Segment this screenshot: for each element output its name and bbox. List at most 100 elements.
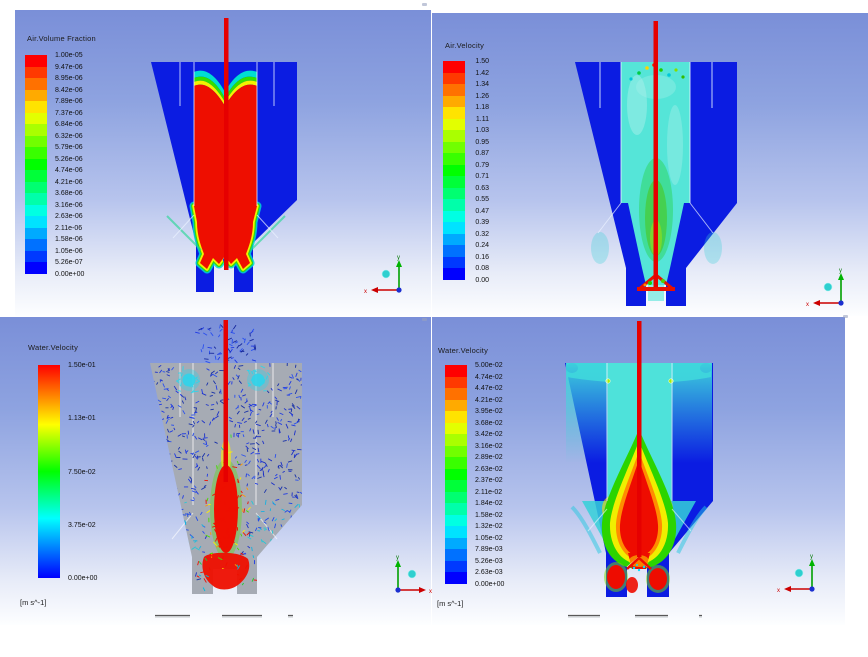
legend-swatch bbox=[443, 130, 465, 142]
legend-tick-label: 1.58e-02 bbox=[475, 511, 503, 519]
axis-y-label: y bbox=[396, 555, 399, 561]
legend-tick-label: 3.68e-06 bbox=[55, 190, 83, 197]
legend-tick-label: 5.00e-02 bbox=[475, 362, 503, 369]
legend-swatch bbox=[443, 141, 465, 153]
legend-swatch bbox=[25, 262, 47, 274]
viewport-water-velocity-vectors[interactable]: Water.Velocity 1.50e-01 1.13e-01 7.50e-02 3… bbox=[0, 317, 432, 625]
legend-swatch bbox=[443, 233, 465, 245]
axis-y-label: y bbox=[839, 268, 842, 274]
legend-swatch bbox=[25, 227, 47, 239]
legend-swatch bbox=[443, 222, 465, 234]
axis-x-label: x bbox=[364, 289, 367, 295]
axis-z-ball bbox=[407, 569, 417, 579]
legend-tick-label: 2.11e-02 bbox=[475, 488, 503, 496]
axis-z-ball bbox=[794, 568, 804, 578]
legend-tick-label: 3.95e-02 bbox=[475, 408, 503, 415]
legend-tick-label: 2.63e-03 bbox=[475, 569, 503, 576]
legend-swatch bbox=[25, 89, 47, 101]
legend-swatch bbox=[443, 153, 465, 165]
legend-swatch bbox=[25, 112, 47, 124]
legend-swatch bbox=[25, 181, 47, 193]
legend-tick-label: 8.95e-06 bbox=[55, 75, 83, 82]
legend-swatch bbox=[25, 170, 47, 182]
legend-swatch bbox=[445, 468, 467, 480]
viewport-corner-marker bbox=[422, 318, 427, 321]
legend-tick-label: 0.00e+00 bbox=[475, 580, 505, 588]
vessel-contour-air-velocity bbox=[575, 21, 737, 306]
legend-tick-label: 3.16e-06 bbox=[55, 201, 83, 209]
legend-swatch bbox=[25, 250, 47, 262]
legend-tick-label: 0.87 bbox=[475, 150, 489, 157]
colorbar-legend: 1.50 1.42 1.34 1.26 1.18 1.11 1.03 0.95 0.87 0.79… bbox=[443, 58, 489, 284]
axis-x-label: x bbox=[777, 588, 780, 594]
legend-gradient-bar bbox=[38, 365, 60, 578]
viewport-air-velocity[interactable]: Air.Velocity 1.50 1.42 1.34 1.26 1.18 1.11 1.0… bbox=[432, 13, 868, 316]
legend-swatch bbox=[445, 503, 467, 515]
legend-tick-label: 1.00e-05 bbox=[55, 52, 83, 59]
legend-tick-label: 1.11 bbox=[475, 115, 489, 123]
legend-swatch bbox=[25, 204, 47, 216]
legend-tick-label: 0.47 bbox=[475, 207, 489, 215]
colorbar-legend: 5.00e-02 4.74e-02 4.47e-02 4.21e-02 3.95e-02… bbox=[445, 362, 504, 588]
scale-ruler bbox=[568, 614, 702, 618]
legend-tick-label: 2.63e-02 bbox=[475, 465, 503, 473]
legend-tick-label: 4.21e-02 bbox=[475, 396, 503, 404]
legend-tick-label: 0.71 bbox=[475, 173, 489, 180]
viewport-air-volume-fraction[interactable]: Air.Volume Fraction 1.00e-05 9.47e-06 8.95… bbox=[15, 10, 431, 316]
legend-tick-label: 2.89e-02 bbox=[475, 454, 503, 461]
axis-y-label: y bbox=[397, 255, 400, 261]
legend-swatch bbox=[445, 422, 467, 434]
legend-swatch bbox=[443, 95, 465, 107]
legend-title: Air.Volume Fraction bbox=[27, 34, 96, 43]
legend-tick-label: 4.47e-02 bbox=[475, 385, 503, 392]
legend-swatch bbox=[445, 480, 467, 492]
legend-tick-label: 0.95 bbox=[475, 138, 489, 146]
legend-swatch bbox=[445, 376, 467, 388]
legend-tick-label: 1.50e-01 bbox=[68, 362, 96, 369]
legend-tick-label: 1.50 bbox=[475, 58, 489, 65]
legend-swatch bbox=[443, 164, 465, 176]
legend-title: Water.Velocity bbox=[28, 343, 79, 352]
legend-swatch bbox=[443, 187, 465, 199]
legend-tick-label: 0.00e+00 bbox=[55, 270, 85, 278]
axis-triad-icon: y x bbox=[806, 268, 844, 308]
legend-swatch bbox=[445, 399, 467, 411]
stirrer-rod bbox=[223, 320, 228, 482]
legend-swatch bbox=[445, 491, 467, 503]
legend-tick-label: 8.42e-06 bbox=[55, 86, 83, 94]
legend-swatch bbox=[25, 55, 47, 67]
legend-swatch bbox=[443, 176, 465, 188]
axis-triad-icon: y x bbox=[777, 554, 815, 594]
legend-swatch bbox=[25, 101, 47, 113]
legend-tick-label: 7.89e-06 bbox=[55, 98, 83, 105]
legend-swatch bbox=[445, 365, 467, 377]
legend-tick-label: 1.03 bbox=[475, 127, 489, 134]
legend-tick-label: 1.05e-06 bbox=[55, 247, 83, 255]
legend-swatch bbox=[445, 526, 467, 538]
legend-tick-label: 0.63 bbox=[475, 184, 489, 192]
legend-tick-label: 3.75e-02 bbox=[68, 521, 96, 529]
legend-tick-label: 0.24 bbox=[475, 242, 489, 249]
legend-tick-label: 0.55 bbox=[475, 196, 489, 203]
legend-unit: [m s^-1] bbox=[437, 599, 464, 608]
legend-swatch bbox=[25, 158, 47, 170]
legend-swatch bbox=[445, 537, 467, 549]
legend-swatch bbox=[443, 84, 465, 96]
axis-triad-icon: y x bbox=[364, 255, 402, 295]
legend-swatch bbox=[443, 72, 465, 84]
stirrer-rod bbox=[637, 321, 642, 557]
vessel-contour-water-velocity bbox=[565, 321, 713, 618]
legend-tick-label: 0.00 bbox=[475, 276, 489, 284]
legend-swatch bbox=[25, 124, 47, 136]
colorbar-legend: 1.00e-05 9.47e-06 8.95e-06 8.42e-06 7.89e-06… bbox=[25, 52, 84, 278]
legend-tick-label: 1.26 bbox=[475, 92, 489, 100]
legend-swatch bbox=[25, 193, 47, 205]
legend-swatch bbox=[443, 245, 465, 257]
legend-tick-label: 1.34 bbox=[475, 81, 489, 88]
legend-swatch bbox=[25, 66, 47, 78]
legend-swatch bbox=[25, 78, 47, 90]
legend-swatch bbox=[25, 216, 47, 228]
viewport-water-velocity-contour[interactable]: Water.Velocity 5.00e-02 4.74e-02 4.47e-02 4… bbox=[432, 317, 845, 625]
legend-swatch bbox=[25, 147, 47, 159]
